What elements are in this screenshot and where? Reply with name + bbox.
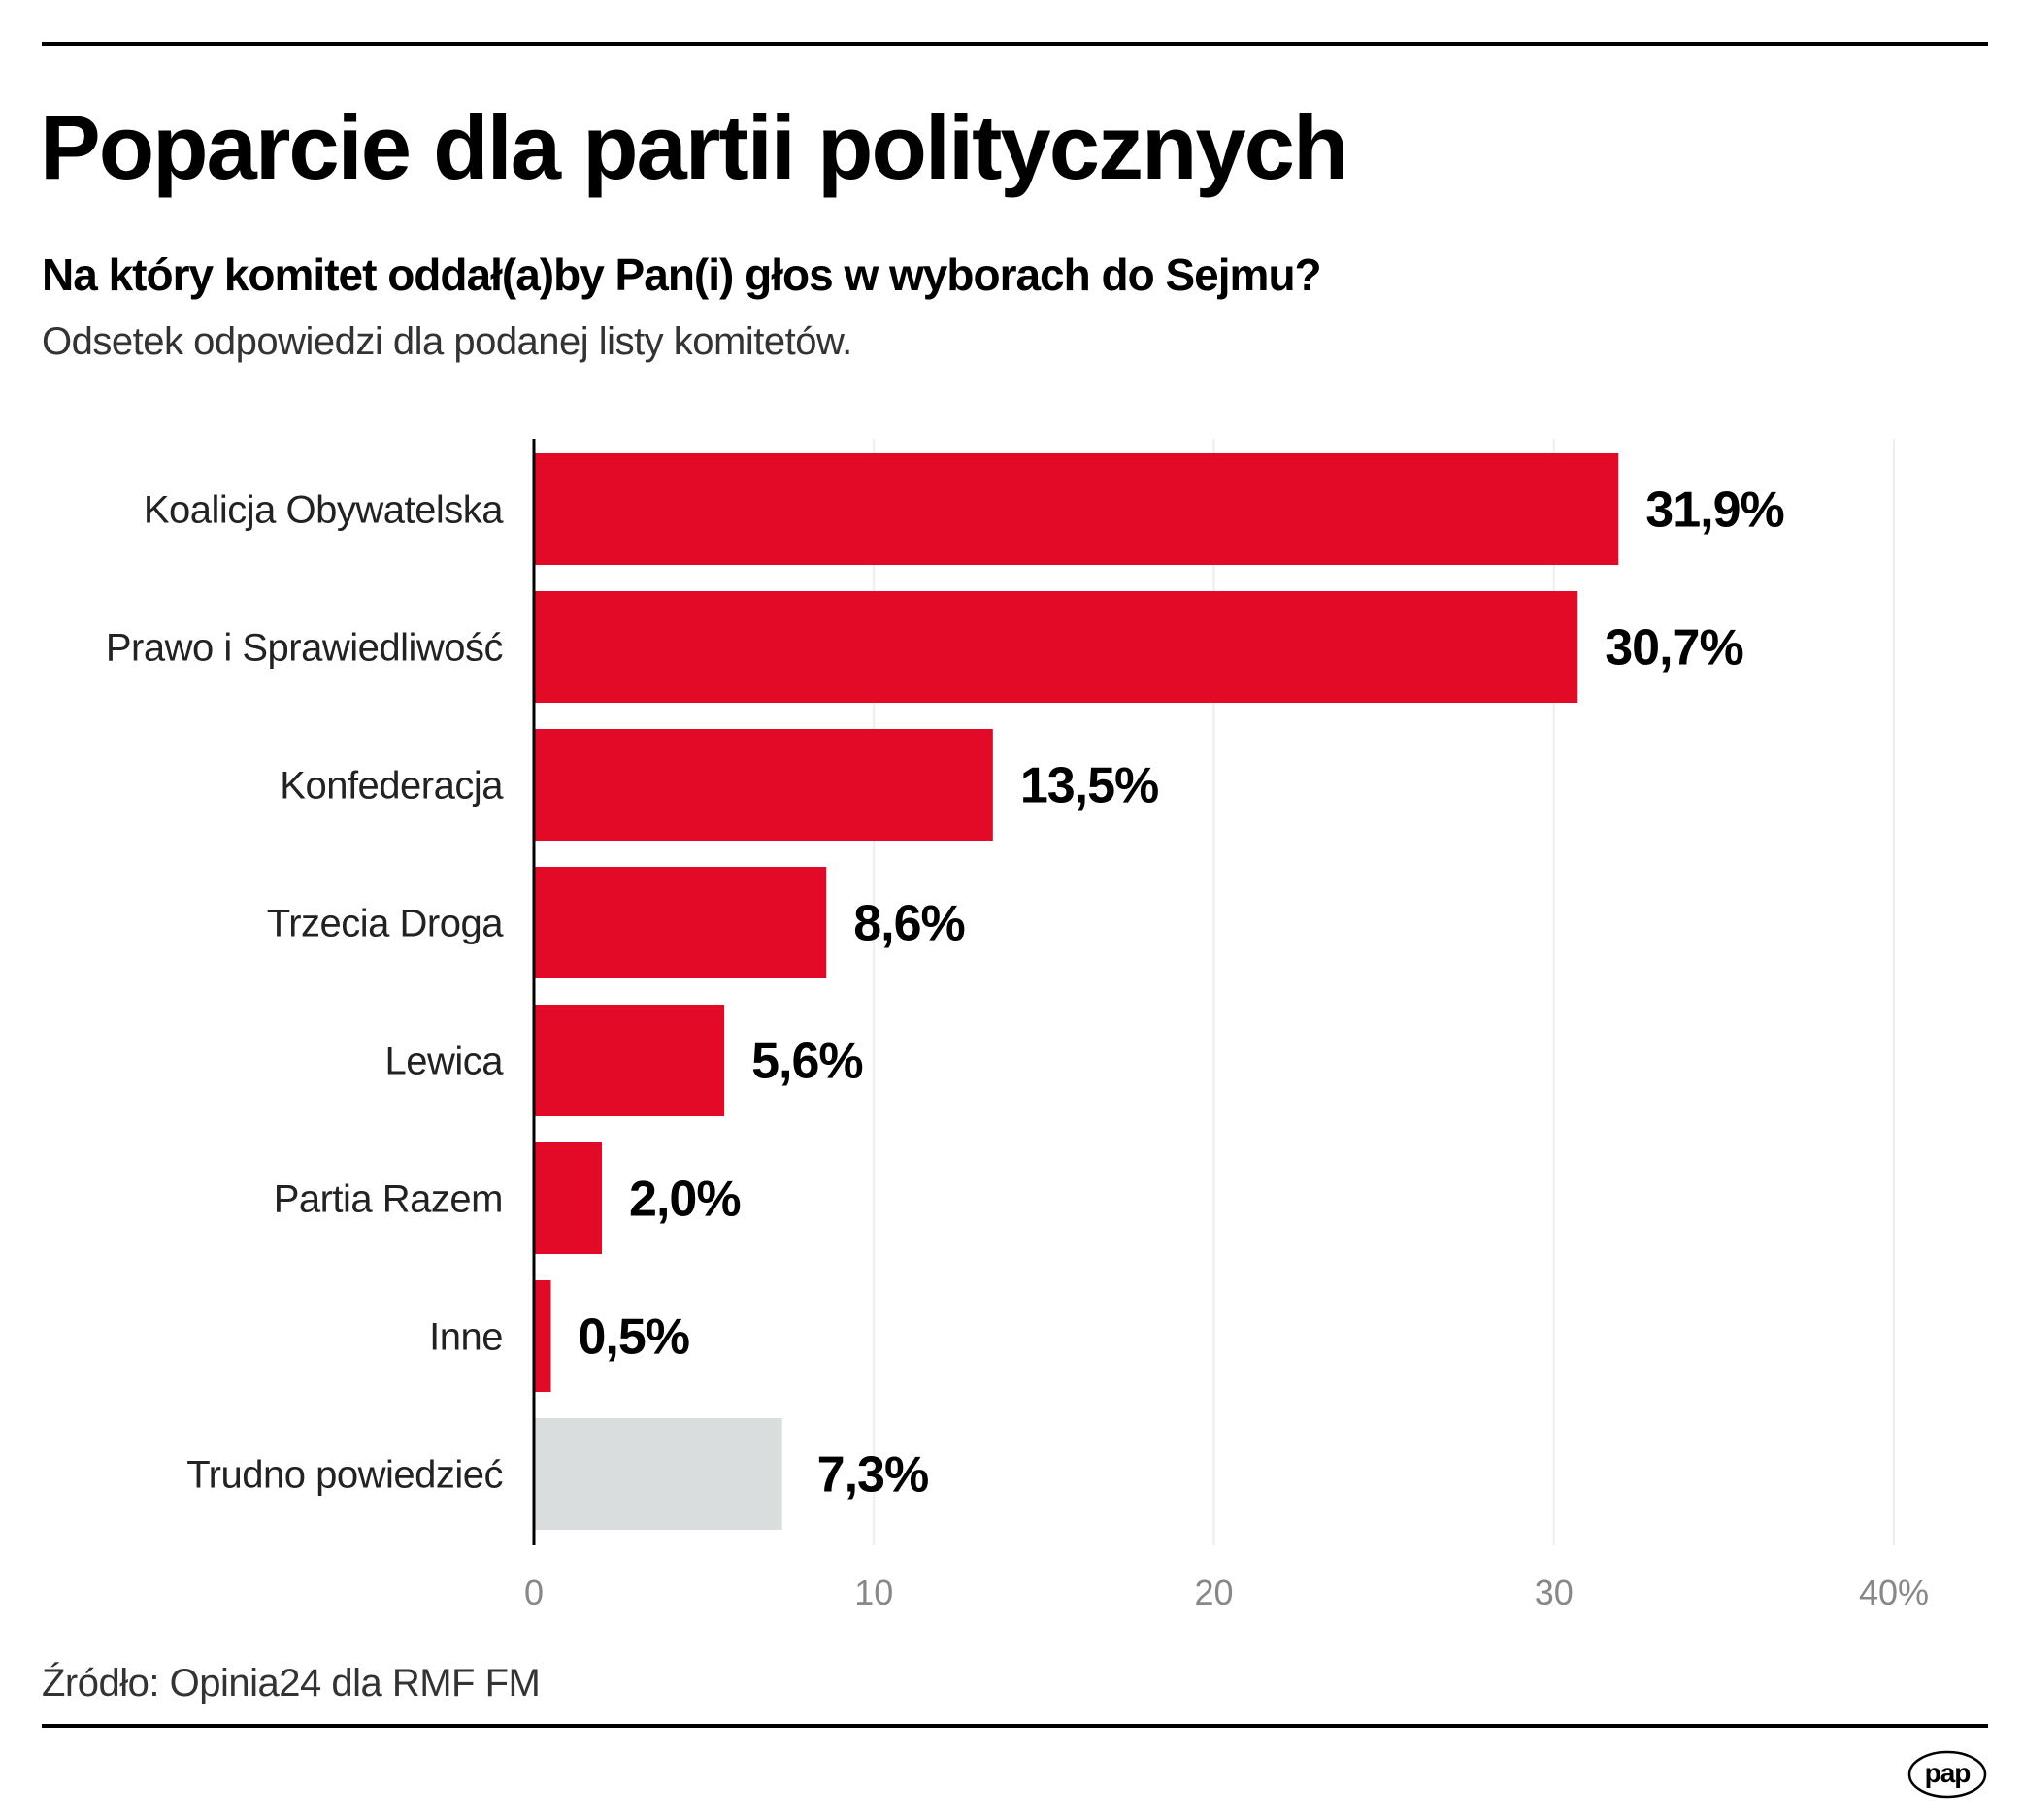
chart-description: Odsetek odpowiedzi dla podanej listy kom…	[42, 320, 852, 363]
category-label: Partia Razem	[274, 1178, 503, 1221]
value-label: 5,6%	[751, 1034, 863, 1090]
category-label: Trzecia Droga	[267, 903, 504, 945]
value-label: 13,5%	[1020, 758, 1158, 814]
bottom-rule	[42, 1724, 1988, 1728]
source-note: Źródło: Opinia24 dla RMF FM	[42, 1662, 541, 1704]
category-label: Inne	[429, 1316, 503, 1359]
value-label: 30,7%	[1605, 620, 1742, 677]
bar	[534, 729, 993, 841]
category-label: Koalicja Obywatelska	[144, 489, 504, 532]
bar	[534, 1280, 551, 1392]
bar-chart: 0 10 20 30 40% Koalicja Obywatelska 31,9% Prawo…	[106, 439, 1929, 1612]
value-label: 7,3%	[817, 1447, 929, 1504]
bar	[534, 1142, 603, 1254]
x-tick-label: 10	[854, 1572, 893, 1612]
category-label: Konfederacja	[280, 765, 504, 808]
category-label: Prawo i Sprawiedliwość	[106, 627, 503, 670]
category-label: Trudno powiedzieć	[186, 1454, 503, 1497]
bar	[534, 867, 827, 978]
x-tick-label: 0	[524, 1572, 544, 1612]
value-label: 2,0%	[629, 1172, 741, 1228]
bar	[534, 1005, 725, 1116]
svg-text:pap: pap	[1925, 1758, 1971, 1788]
x-tick-label: 30	[1535, 1572, 1574, 1612]
value-label: 0,5%	[579, 1309, 690, 1366]
bar	[534, 453, 1619, 565]
chart-subtitle: Na który komitet oddał(a)by Pan(i) głos …	[42, 249, 1322, 300]
pap-logo: pap	[1907, 1750, 1987, 1799]
value-label: 8,6%	[853, 896, 965, 952]
x-tick-label: 20	[1194, 1572, 1233, 1612]
chart-title: Poparcie dla partii politycznych	[40, 96, 1348, 198]
category-label: Lewica	[384, 1041, 504, 1083]
value-label: 31,9%	[1645, 482, 1783, 539]
x-tick-label: 40%	[1859, 1572, 1929, 1612]
bar	[534, 591, 1578, 703]
bar	[534, 1418, 782, 1530]
top-rule	[42, 42, 1988, 46]
